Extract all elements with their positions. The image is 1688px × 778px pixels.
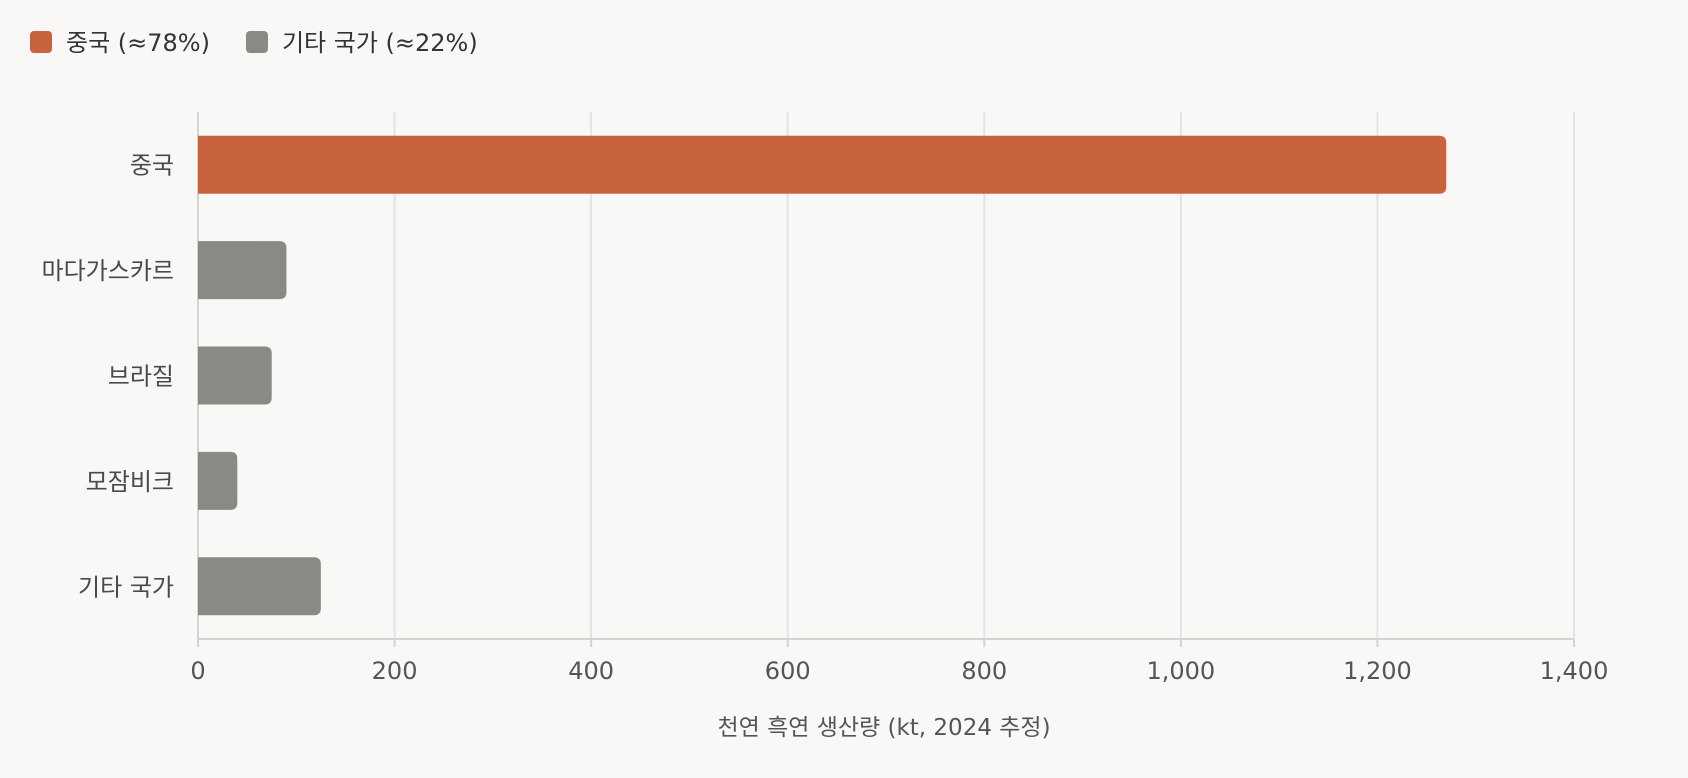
legend-label: 중국 (≈78%)	[66, 29, 210, 57]
category-label: 마다가스카르	[42, 257, 174, 285]
category-label: 중국	[130, 152, 174, 180]
bar[interactable]	[198, 451, 238, 510]
bar[interactable]	[198, 557, 321, 616]
x-tick-label: 0	[190, 657, 205, 685]
bar[interactable]	[198, 241, 287, 300]
x-tick-label: 1,200	[1343, 657, 1412, 685]
x-tick-label: 1,400	[1540, 657, 1609, 685]
x-tick-label: 400	[568, 657, 614, 685]
category-label: 모잠비크	[86, 468, 174, 496]
legend-item[interactable]: 중국 (≈78%)	[30, 29, 210, 57]
tick-labels: 0 200 400 600 800 1,000 1,200 1,400	[190, 657, 1608, 685]
legend-swatch	[30, 31, 52, 53]
axes	[197, 112, 1575, 647]
grid-lines	[393, 112, 1575, 639]
category-label: 브라질	[108, 363, 174, 391]
category-label: 기타 국가	[78, 573, 174, 601]
x-tick-label: 1,000	[1146, 657, 1215, 685]
x-tick-label: 600	[765, 657, 811, 685]
legend-item[interactable]: 기타 국가 (≈22%)	[245, 29, 478, 57]
bars	[198, 135, 1447, 616]
x-tick-label: 800	[961, 657, 1007, 685]
legend[interactable]: 중국 (≈78%) 기타 국가 (≈22%)	[30, 29, 478, 57]
bar[interactable]	[198, 135, 1447, 194]
x-axis-title: 천연 흑연 생산량 (kt, 2024 추정)	[717, 715, 1050, 741]
legend-swatch	[245, 31, 268, 53]
legend-label: 기타 국가 (≈22%)	[282, 29, 478, 57]
x-tick-label: 200	[372, 657, 418, 685]
bar[interactable]	[198, 346, 272, 405]
